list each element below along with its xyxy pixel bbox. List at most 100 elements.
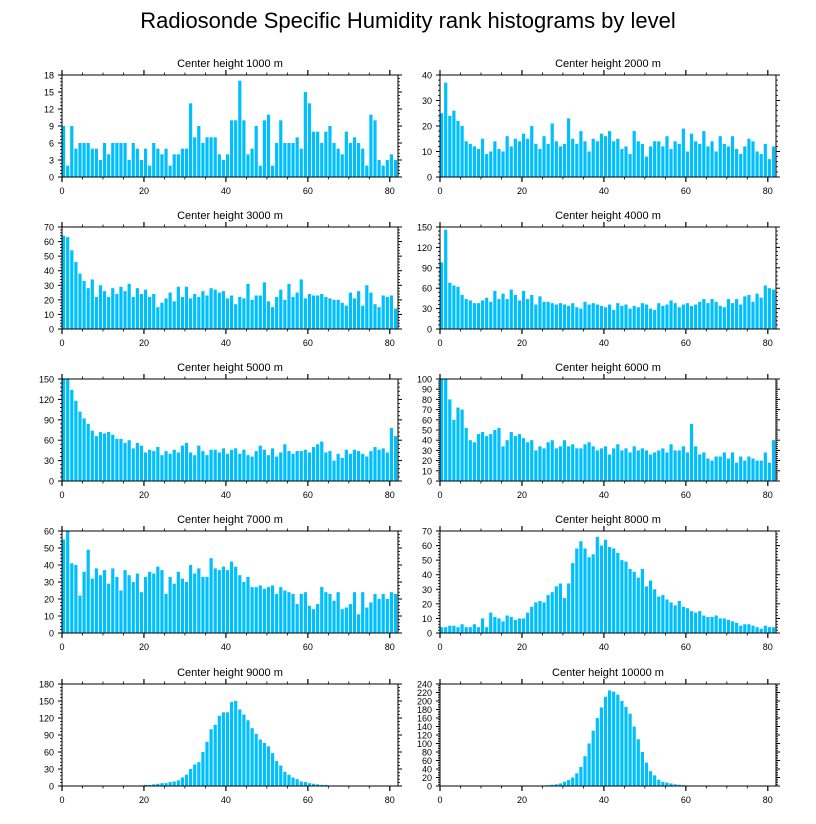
histogram-bar bbox=[340, 154, 344, 177]
histogram-bar bbox=[706, 303, 710, 329]
histogram-bar bbox=[735, 622, 739, 633]
histogram-bar bbox=[558, 446, 563, 481]
histogram-bar bbox=[722, 618, 726, 633]
histogram-bar bbox=[336, 453, 340, 481]
histogram-bar bbox=[632, 305, 636, 329]
y-tick-label: 50 bbox=[422, 426, 432, 436]
histogram-bar bbox=[698, 454, 702, 481]
histogram-bar bbox=[238, 80, 242, 177]
histogram-bar bbox=[115, 576, 119, 633]
histogram-bar bbox=[546, 595, 550, 633]
histogram-bar bbox=[739, 456, 743, 481]
histogram-bar bbox=[143, 289, 148, 329]
x-tick-label: 40 bbox=[221, 338, 231, 348]
histogram-bar bbox=[266, 455, 271, 481]
x-tick-label: 80 bbox=[385, 642, 395, 652]
histogram-bar bbox=[86, 423, 90, 481]
histogram-bar bbox=[579, 448, 583, 481]
histogram-bar bbox=[299, 451, 303, 481]
histogram-bar bbox=[620, 560, 624, 633]
histogram-bar bbox=[197, 568, 201, 633]
y-tick-label: 0 bbox=[427, 629, 432, 639]
histogram-bar bbox=[767, 462, 771, 481]
histogram-bar bbox=[152, 143, 156, 177]
histogram-bar bbox=[205, 295, 209, 329]
histogram-bar bbox=[698, 301, 702, 329]
histogram-bar bbox=[250, 728, 254, 786]
histogram-bar bbox=[115, 143, 119, 177]
histogram-bar bbox=[184, 286, 189, 329]
histogram-bar bbox=[472, 442, 476, 481]
histogram-bar bbox=[340, 302, 344, 329]
x-tick-label: 20 bbox=[139, 490, 149, 500]
y-tick-label: 60 bbox=[422, 415, 432, 425]
histogram-bar bbox=[554, 304, 558, 329]
y-tick-label: 120 bbox=[39, 395, 54, 405]
histogram-bar bbox=[320, 784, 324, 786]
x-tick-label: 20 bbox=[139, 186, 149, 196]
histogram-bar bbox=[526, 442, 530, 481]
histogram-bar bbox=[184, 148, 189, 177]
histogram-bar bbox=[205, 576, 209, 633]
histogram-bar bbox=[694, 141, 698, 177]
histogram-bar bbox=[513, 619, 517, 633]
histogram-bar bbox=[480, 618, 485, 633]
histogram-bar bbox=[460, 624, 464, 633]
histogram-bar bbox=[661, 781, 665, 786]
histogram-bar bbox=[550, 440, 554, 481]
histogram-bar bbox=[763, 285, 767, 329]
histogram-bar bbox=[160, 302, 164, 329]
histogram-bar bbox=[554, 141, 558, 177]
histogram-bar bbox=[759, 154, 763, 177]
y-tick-label: 20 bbox=[422, 599, 432, 609]
histogram-bar bbox=[193, 455, 197, 481]
histogram-bar bbox=[254, 587, 258, 633]
x-tick-label: 20 bbox=[517, 795, 527, 805]
histogram-bar bbox=[242, 120, 246, 177]
histogram-bar bbox=[152, 294, 156, 329]
histogram-bar bbox=[221, 160, 225, 177]
histogram-bar bbox=[385, 296, 389, 329]
y-tick-label: 50 bbox=[44, 544, 54, 554]
histogram-bar bbox=[685, 151, 690, 177]
histogram-bar bbox=[193, 764, 197, 786]
histogram-bar bbox=[82, 418, 86, 481]
histogram-bar bbox=[111, 143, 115, 177]
histogram-bar bbox=[131, 448, 135, 481]
histogram-bar bbox=[66, 165, 70, 177]
y-tick-label: 0 bbox=[49, 629, 54, 639]
histogram-bar bbox=[677, 784, 681, 786]
histogram-bar bbox=[562, 598, 567, 633]
histogram-bar bbox=[698, 611, 702, 633]
histogram-bar bbox=[160, 455, 164, 481]
histogram-bar bbox=[94, 148, 98, 177]
histogram-bar bbox=[583, 756, 587, 786]
histogram-bar bbox=[538, 296, 542, 329]
histogram-bar bbox=[283, 444, 287, 481]
histogram-bar bbox=[620, 305, 624, 329]
histogram-bar bbox=[336, 592, 340, 633]
histogram-bar bbox=[332, 143, 336, 177]
histogram-bar bbox=[303, 782, 307, 786]
histogram-bar bbox=[517, 141, 522, 177]
histogram-bar bbox=[90, 578, 94, 633]
histogram-bar bbox=[747, 456, 751, 481]
histogram-bar bbox=[246, 154, 250, 177]
histogram-bar bbox=[661, 146, 665, 177]
histogram-bar bbox=[287, 774, 291, 786]
histogram-bar bbox=[143, 576, 148, 633]
histogram-bar bbox=[336, 148, 340, 177]
histogram-bar bbox=[275, 296, 279, 329]
histogram-bar bbox=[710, 460, 714, 481]
histogram-bar bbox=[70, 563, 74, 633]
x-tick-label: 60 bbox=[681, 490, 691, 500]
histogram-bar bbox=[389, 295, 393, 329]
y-tick-label: 0 bbox=[49, 325, 54, 335]
histogram-bar bbox=[262, 120, 266, 177]
histogram-bar bbox=[521, 290, 526, 329]
x-tick-label: 40 bbox=[599, 338, 609, 348]
x-tick-label: 0 bbox=[59, 642, 64, 652]
y-tick-label: 240 bbox=[417, 680, 432, 690]
histogram-bar bbox=[180, 445, 185, 481]
histogram-bar bbox=[234, 448, 238, 481]
